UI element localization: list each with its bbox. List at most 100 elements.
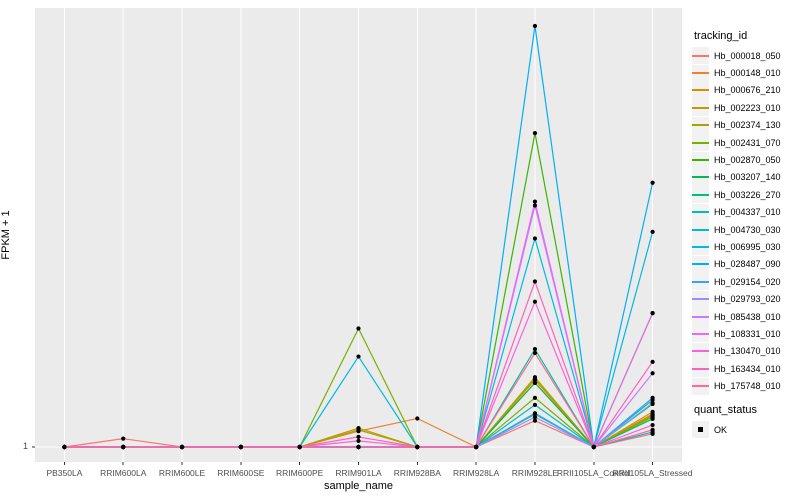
data-point (532, 395, 538, 400)
data-point (532, 415, 538, 420)
legend-color-line-icon (692, 350, 709, 353)
legend-item-label: Hb_029154_020 (714, 276, 781, 287)
data-point (650, 401, 655, 406)
data-point (532, 203, 538, 208)
legend-item-label: Hb_029793_020 (714, 294, 781, 305)
legend-color-line-icon (692, 298, 709, 301)
legend-color-line-icon (692, 176, 709, 179)
legend-item-label: Hb_004730_030 (714, 224, 781, 235)
data-point (650, 311, 655, 316)
legend-key (692, 360, 709, 378)
legend-item-label: Hb_000676_210 (714, 85, 781, 96)
legend-item-label: Hb_002870_050 (714, 155, 781, 166)
data-point (532, 23, 538, 29)
data-point (356, 354, 361, 359)
data-point (532, 279, 538, 284)
legend-key (692, 47, 709, 65)
data-point (121, 436, 126, 441)
legend-item-label: Hb_130470_010 (714, 346, 781, 357)
legend-color-line-icon (692, 89, 709, 92)
legend-color-line-icon (692, 228, 709, 231)
data-point (591, 444, 596, 450)
legend-key (692, 377, 709, 395)
legend-color-line-icon (692, 193, 709, 196)
data-point (532, 131, 538, 136)
legend-color-line-icon (692, 124, 709, 127)
legend-item: Hb_085438_010 (692, 308, 800, 326)
legend-item: Hb_003207_140 (692, 168, 800, 186)
legend-color-line-icon (692, 159, 709, 162)
legend-item-label: Hb_163434_010 (714, 363, 781, 374)
data-point (179, 444, 185, 450)
legend-item-label: Hb_003207_140 (714, 172, 781, 183)
data-point (121, 444, 126, 450)
x-tick-label: RRIM600PE (276, 468, 324, 478)
legend-key (692, 255, 709, 273)
data-point (356, 427, 361, 432)
data-point (532, 418, 538, 423)
data-point (415, 416, 420, 421)
legend-color-line-icon (692, 245, 709, 248)
point-icon (698, 427, 703, 432)
legend-item: Hb_004337_010 (692, 203, 800, 221)
legend-item: Hb_108331_010 (692, 325, 800, 343)
legend-item-label: Hb_175748_010 (714, 381, 781, 392)
x-tick-label: RRII105LA_Stressed (612, 468, 693, 478)
legend-key (692, 290, 709, 308)
data-point (356, 444, 361, 450)
legend-item-label: Hb_000148_010 (714, 68, 781, 79)
legend-key (692, 273, 709, 291)
legend-item-label: Hb_004337_010 (714, 207, 781, 218)
legend-item: Hb_175748_010 (692, 377, 800, 395)
data-point (356, 434, 361, 440)
data-point (532, 376, 538, 382)
legend-item-label: Hb_108331_010 (714, 328, 781, 339)
x-tick-label: RRIM600SE (217, 468, 265, 478)
legend-color-line-icon (692, 72, 709, 75)
legend-key (692, 99, 709, 117)
y-axis-title: FPKM + 1 (0, 210, 12, 260)
legend-key (692, 134, 709, 152)
legend-item-label: Hb_085438_010 (714, 311, 781, 322)
legend-item: OK (692, 421, 800, 438)
legend-key (692, 308, 709, 326)
data-point (415, 444, 420, 450)
y-tick-label: 1 (22, 441, 28, 451)
legend-key (692, 221, 709, 239)
legend-color-line-icon (692, 141, 709, 144)
x-tick-label: RRIM928LE (511, 468, 559, 478)
x-axis-title: sample_name (323, 480, 394, 492)
x-tick-label: RRIM600LA (100, 468, 147, 478)
data-point (356, 438, 361, 443)
data-point (356, 326, 361, 331)
x-tick-label: PB350LA (46, 468, 83, 478)
legend-item: Hb_000018_050 (692, 47, 800, 65)
legend-key (692, 203, 709, 221)
legend-title-quant-status: quant_status (694, 403, 757, 416)
data-point (650, 359, 655, 364)
legend-item-label: Hb_028487_090 (714, 259, 781, 270)
data-point (650, 229, 655, 234)
data-point (532, 380, 538, 386)
legend-color-line-icon (692, 263, 709, 266)
data-point (532, 402, 538, 407)
legend-item-label: OK (714, 424, 728, 435)
legend-key (692, 238, 709, 256)
legend-key (692, 168, 709, 186)
data-point (650, 371, 655, 376)
legend-key (692, 64, 709, 82)
tracking-id-legend-items: Hb_000018_050 Hb_000148_010 Hb_000676_210 H… (692, 47, 800, 395)
legend-color-line-icon (692, 106, 709, 109)
legend-key (692, 151, 709, 169)
legend-color-line-icon (692, 54, 709, 57)
legend-item-label: Hb_002223_010 (714, 102, 781, 113)
data-point (238, 444, 243, 450)
legend-title-tracking-id: tracking_id (694, 30, 748, 42)
legend-item: Hb_163434_010 (692, 360, 800, 378)
legend-item-label: Hb_002374_130 (714, 120, 781, 131)
data-point (650, 422, 655, 428)
data-point (532, 199, 538, 204)
legend-key (692, 116, 709, 134)
legend-color-line-icon (692, 280, 709, 283)
